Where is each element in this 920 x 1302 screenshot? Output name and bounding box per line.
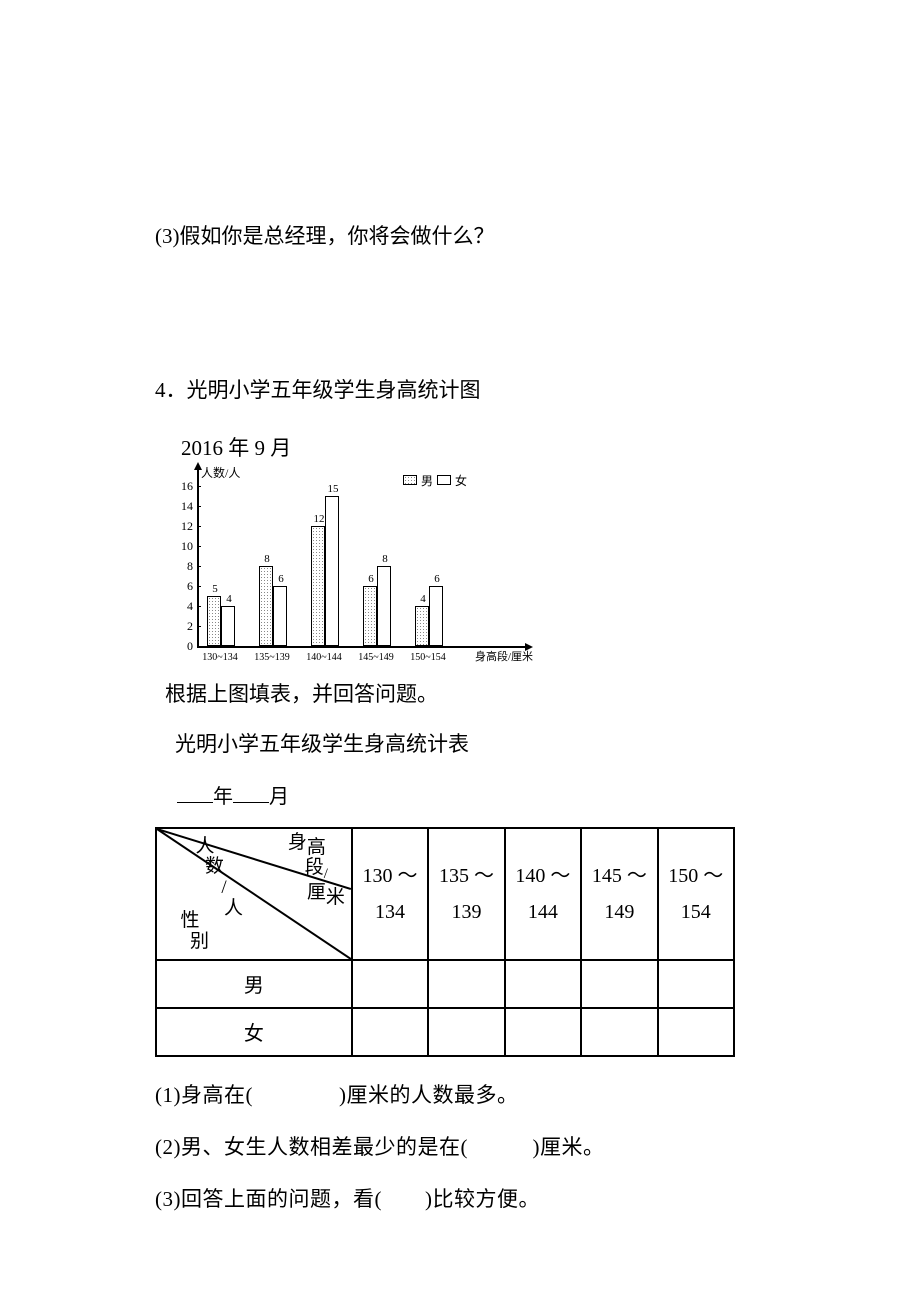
- y-tick-label: 6: [175, 579, 193, 594]
- bar-male: 6: [363, 586, 377, 646]
- sub-q3-a: (3)回答上面的问题，看(: [155, 1187, 382, 1211]
- y-tick-label: 4: [175, 599, 193, 614]
- table-row-female: 女: [156, 1008, 734, 1056]
- chart-date: 2016 年 9 月: [181, 432, 765, 462]
- table-header-row: 人 数 / 人 身高 段/ 厘米 性 别 130 ～ 134 135 ～ 139…: [156, 828, 734, 960]
- sub-q2-blank[interactable]: [468, 1135, 533, 1159]
- bar-female: 15: [325, 496, 339, 646]
- legend-male-label: 男: [421, 472, 433, 489]
- bar-value-label: 12: [312, 513, 326, 525]
- x-axis-label: 身高段/厘米: [475, 648, 533, 664]
- y-tick-label: 12: [175, 519, 193, 534]
- bar-male: 8: [259, 566, 273, 646]
- table-corner-cell: 人 数 / 人 身高 段/ 厘米 性 别: [156, 828, 352, 960]
- bar-female: 6: [429, 586, 443, 646]
- bar-value-label: 4: [222, 593, 236, 605]
- bar-value-label: 6: [430, 573, 444, 585]
- legend-male-icon: [403, 475, 417, 485]
- cell-m-4[interactable]: [581, 960, 657, 1008]
- bar-value-label: 8: [378, 553, 392, 565]
- chart-legend: 男女: [403, 472, 467, 489]
- bar-chart: 人数/人0246810121416男女54130~13486135~139121…: [175, 468, 555, 668]
- y-tick-label: 2: [175, 619, 193, 634]
- sub-q2-b: )厘米。: [532, 1135, 604, 1159]
- col-head-1: 130 ～ 134: [352, 828, 428, 960]
- col-head-4: 145 ～ 149: [581, 828, 657, 960]
- sub-questions: (1)身高在( )厘米的人数最多。 (2)男、女生人数相差最少的是在( )厘米。…: [155, 1079, 765, 1213]
- x-tick-label: 135~139: [245, 652, 299, 663]
- bar-female: 8: [377, 566, 391, 646]
- bar-male: 5: [207, 596, 221, 646]
- corner-left-label: 人 数 / 人: [167, 837, 243, 921]
- sub-q1-a: (1)身高在(: [155, 1083, 253, 1107]
- table-date-line: 年月: [177, 780, 765, 809]
- corner-top-label: 身高 段/ 厘米: [269, 833, 345, 909]
- sub-q2-a: (2)男、女生人数相差最少的是在(: [155, 1135, 468, 1159]
- month-blank[interactable]: [233, 782, 269, 803]
- cell-f-4[interactable]: [581, 1008, 657, 1056]
- cell-f-5[interactable]: [658, 1008, 734, 1056]
- row-head-male: 男: [156, 960, 352, 1008]
- question-4-heading: 4．光明小学五年级学生身高统计图: [155, 374, 765, 404]
- y-tick-label: 0: [175, 639, 193, 654]
- sub-q3-b: )比较方便。: [425, 1187, 540, 1211]
- cell-f-1[interactable]: [352, 1008, 428, 1056]
- cell-f-3[interactable]: [505, 1008, 581, 1056]
- sub-q1: (1)身高在( )厘米的人数最多。: [155, 1079, 765, 1109]
- year-blank[interactable]: [177, 782, 213, 803]
- y-tick-label: 8: [175, 559, 193, 574]
- bar-value-label: 8: [260, 553, 274, 565]
- corner-bottom-label: 性 别: [171, 911, 209, 953]
- question-3-text: (3)假如你是总经理，你将会做什么？: [155, 220, 765, 254]
- sub-q1-b: )厘米的人数最多。: [339, 1083, 519, 1107]
- month-suffix: 月: [269, 786, 289, 808]
- y-tick-label: 14: [175, 499, 193, 514]
- legend-female-label: 女: [455, 472, 467, 489]
- cell-f-2[interactable]: [428, 1008, 504, 1056]
- height-stats-table: 人 数 / 人 身高 段/ 厘米 性 别 130 ～ 134 135 ～ 139…: [155, 827, 735, 1057]
- bar-value-label: 5: [208, 583, 222, 595]
- cell-m-2[interactable]: [428, 960, 504, 1008]
- year-suffix: 年: [213, 786, 233, 808]
- bar-value-label: 6: [364, 573, 378, 585]
- x-tick-label: 145~149: [349, 652, 403, 663]
- cell-m-3[interactable]: [505, 960, 581, 1008]
- cell-m-5[interactable]: [658, 960, 734, 1008]
- col-head-5: 150 ～ 154: [658, 828, 734, 960]
- bar-male: 4: [415, 606, 429, 646]
- x-tick-label: 130~134: [193, 652, 247, 663]
- sub-q2: (2)男、女生人数相差最少的是在( )厘米。: [155, 1131, 765, 1161]
- y-tick-label: 10: [175, 539, 193, 554]
- x-tick-label: 150~154: [401, 652, 455, 663]
- bar-value-label: 4: [416, 593, 430, 605]
- legend-female-icon: [437, 475, 451, 485]
- table-row-male: 男: [156, 960, 734, 1008]
- cell-m-1[interactable]: [352, 960, 428, 1008]
- y-axis-label: 人数/人: [201, 464, 240, 481]
- col-head-3: 140 ～ 144: [505, 828, 581, 960]
- fill-table-caption: 根据上图填表，并回答问题。: [165, 678, 765, 708]
- table-title: 光明小学五年级学生身高统计表: [175, 728, 765, 758]
- bar-value-label: 15: [326, 483, 340, 495]
- bar-value-label: 6: [274, 573, 288, 585]
- bar-male: 12: [311, 526, 325, 646]
- sub-q3-blank[interactable]: [382, 1187, 425, 1211]
- y-tick-label: 16: [175, 479, 193, 494]
- col-head-2: 135 ～ 139: [428, 828, 504, 960]
- x-tick-label: 140~144: [297, 652, 351, 663]
- sub-q3: (3)回答上面的问题，看( )比较方便。: [155, 1183, 765, 1213]
- bar-female: 4: [221, 606, 235, 646]
- sub-q1-blank[interactable]: [253, 1083, 339, 1107]
- bar-female: 6: [273, 586, 287, 646]
- row-head-female: 女: [156, 1008, 352, 1056]
